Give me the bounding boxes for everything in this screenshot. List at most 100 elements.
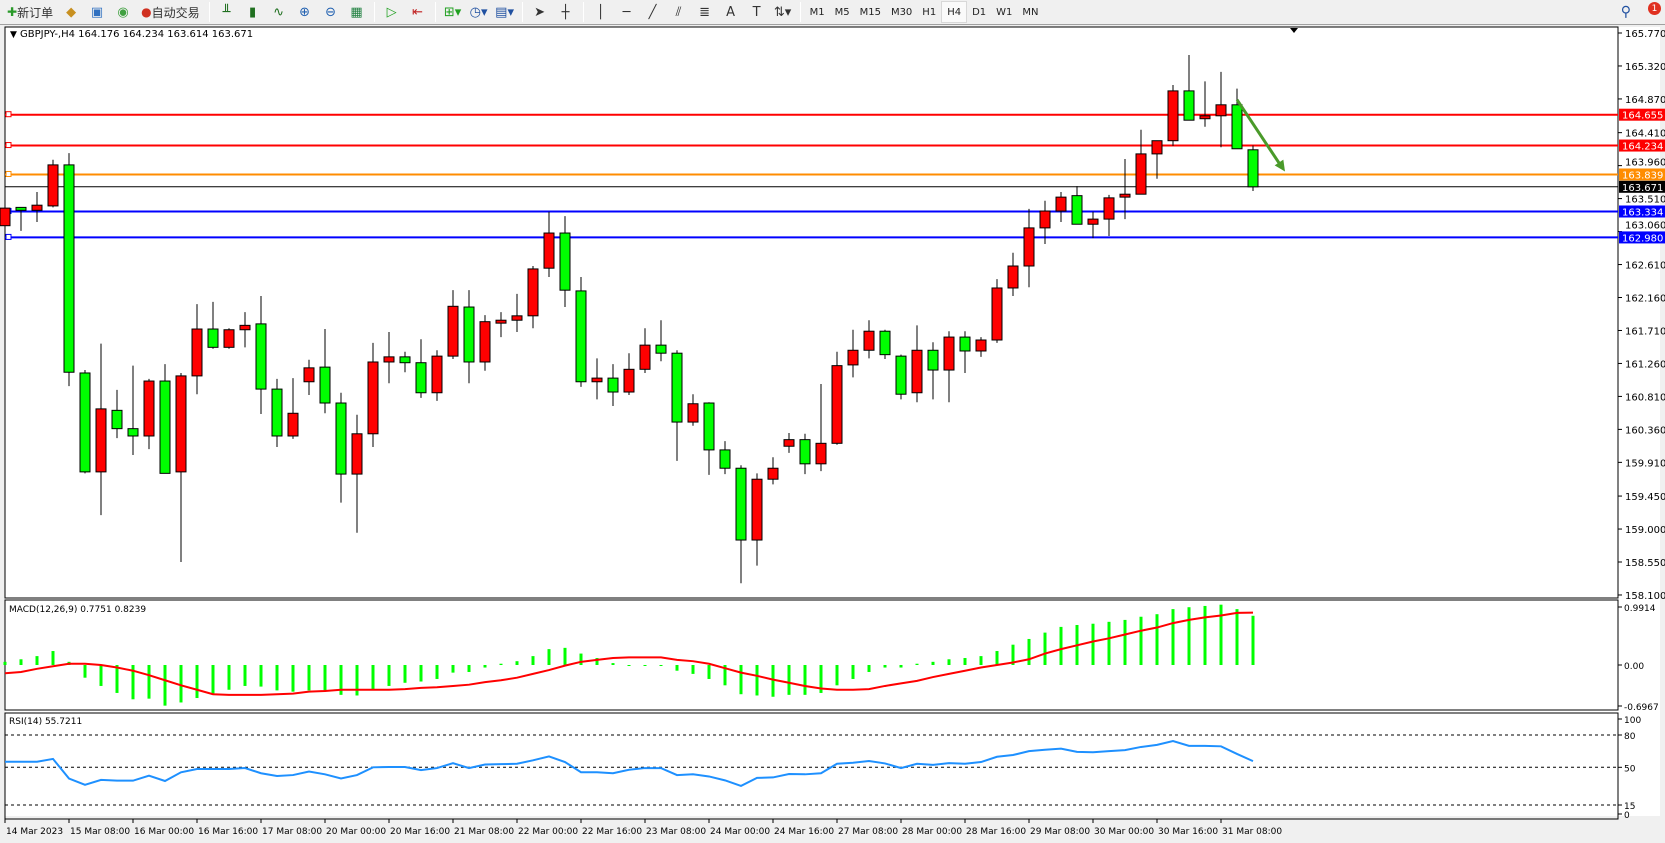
candle-bearish [463, 306, 475, 363]
macd-histogram-bar [275, 665, 279, 691]
candle-bearish [255, 323, 267, 390]
macd-histogram-bar [963, 658, 967, 665]
time-tick-label: 30 Mar 00:00 [1094, 827, 1154, 837]
crosshair-icon[interactable]: ┼ [561, 4, 570, 20]
macd-histogram-bar [339, 665, 343, 695]
candle-bearish [655, 344, 667, 354]
timeframe-h4[interactable]: H4 [941, 1, 968, 23]
time-tick-label: 29 Mar 08:00 [1030, 827, 1090, 837]
candle-bullish [687, 403, 699, 423]
new-order-icon: ✚ [7, 5, 18, 19]
indicators-icon[interactable]: ⊞▾ [443, 4, 462, 20]
candle-bearish [79, 372, 91, 473]
macd-title: MACD(12,26,9) 0.7751 0.8239 [9, 605, 146, 615]
candle-bullish [31, 204, 43, 211]
fibonacci-icon[interactable]: ≣ [699, 4, 711, 20]
timeframe-bar: M1 M5 M15 M30 H1 H4 D1 W1 MN [805, 1, 1044, 23]
macd-histogram-bar [739, 665, 743, 695]
candle-bearish [399, 356, 411, 364]
auto-scroll-icon[interactable]: ▷ [386, 4, 397, 20]
equidistant-channel-icon[interactable]: ⫽ [675, 4, 682, 20]
candle-bearish [879, 330, 891, 356]
price-tick-label: 162.610 [1625, 261, 1665, 272]
macd-histogram-bar [595, 658, 599, 665]
price-tick-label: 159.450 [1625, 492, 1665, 503]
trendline-icon[interactable]: ╱ [648, 4, 657, 20]
price-label-bg [1619, 205, 1665, 218]
chart-window[interactable]: ▼ GBPJPY-,H4 164.176 164.234 163.614 163.… [0, 25, 1665, 843]
macd-histogram-bar [563, 647, 567, 665]
line-chart-icon[interactable]: ∿ [273, 4, 285, 20]
candle-bearish [703, 402, 715, 451]
separator [521, 2, 523, 22]
macd-histogram-bar [35, 656, 39, 665]
timeframe-h1[interactable]: H1 [922, 6, 937, 18]
signal-icon[interactable]: ◉ [117, 4, 129, 20]
separator [373, 2, 375, 22]
candle-bearish [159, 380, 171, 474]
zoom-in-icon[interactable]: ⊕ [299, 4, 311, 20]
time-tick-label: 24 Mar 00:00 [710, 827, 770, 837]
macd-histogram-bar [259, 665, 263, 687]
price-label-bg [1619, 168, 1665, 181]
time-tick-label: 24 Mar 16:00 [774, 827, 834, 837]
macd-histogram-bar [131, 665, 135, 700]
meta-editor-icon[interactable]: ◆ [66, 4, 77, 20]
top-right-tools: ⚲ 1 [1621, 2, 1661, 22]
timeframe-m15[interactable]: M15 [859, 6, 881, 18]
chart-header-arrow: ▼ [10, 30, 17, 40]
timeframe-d1[interactable]: D1 [972, 6, 987, 18]
separator [208, 2, 210, 22]
candle-bearish [1183, 90, 1195, 121]
candle-bearish [63, 164, 75, 373]
chart-shift-icon[interactable]: ⇤ [412, 4, 424, 20]
price-tick-label: 161.260 [1625, 359, 1665, 370]
macd-histogram-bar [835, 665, 839, 686]
rsi-line [5, 739, 1254, 788]
macd-histogram-bar [947, 659, 951, 665]
current-price-label-bg [1619, 180, 1665, 193]
macd-pane [4, 599, 1619, 711]
notifications-button[interactable]: 1 [1641, 2, 1661, 22]
text-icon[interactable]: A [726, 4, 736, 20]
candle-bullish [351, 433, 363, 475]
bar-chart-icon[interactable]: ╨ [222, 4, 231, 20]
templates-icon[interactable]: ▤▾ [495, 4, 514, 20]
candle-bearish [607, 377, 619, 393]
tile-windows-icon[interactable]: ▦ [350, 4, 363, 20]
text-label-icon[interactable]: T [752, 4, 761, 20]
timeframe-m30[interactable]: M30 [890, 6, 913, 18]
zoom-out-icon[interactable]: ⊖ [325, 4, 337, 20]
time-tick-label: 16 Mar 16:00 [198, 827, 258, 837]
macd-histogram-bar [851, 665, 855, 679]
macd-histogram-bar [1251, 615, 1255, 665]
timeframe-mn[interactable]: MN [1022, 6, 1039, 18]
macd-histogram-bar [579, 653, 583, 665]
candle-bearish [335, 402, 347, 475]
chart-shift-marker [1290, 28, 1298, 33]
macd-histogram-bar [83, 665, 87, 678]
search-icon[interactable]: ⚲ [1620, 4, 1631, 20]
auto-trading-button[interactable]: ● 自动交易 [138, 1, 203, 23]
timeframe-w1[interactable]: W1 [996, 6, 1013, 18]
candlestick-icon[interactable]: ▮ [249, 4, 257, 20]
new-order-button[interactable]: ✚ 新订单 [4, 1, 56, 23]
timeframe-m5[interactable]: M5 [834, 6, 850, 18]
navigator-icon[interactable]: ▣ [90, 4, 104, 20]
price-tick-label: 162.160 [1625, 294, 1665, 305]
cursor-icon[interactable]: ➤ [534, 4, 546, 20]
candle-bearish [799, 439, 811, 465]
price-tick-label: 159.910 [1625, 458, 1665, 469]
rsi-tick-label: 15 [1624, 802, 1635, 812]
time-tick-label: 31 Mar 08:00 [1222, 827, 1282, 837]
arrows-icon[interactable]: ⇅▾ [773, 4, 792, 20]
vertical-line-icon[interactable]: │ [596, 4, 605, 20]
candle-bullish [831, 365, 843, 444]
periods-icon[interactable]: ◷▾ [469, 4, 488, 20]
candle-bullish [479, 321, 491, 363]
macd-histogram-bar [755, 665, 759, 696]
horizontal-line-icon[interactable]: ─ [622, 4, 631, 20]
macd-histogram-bar [451, 665, 455, 673]
timeframe-m1[interactable]: M1 [809, 6, 825, 18]
macd-histogram-bar [435, 665, 439, 679]
